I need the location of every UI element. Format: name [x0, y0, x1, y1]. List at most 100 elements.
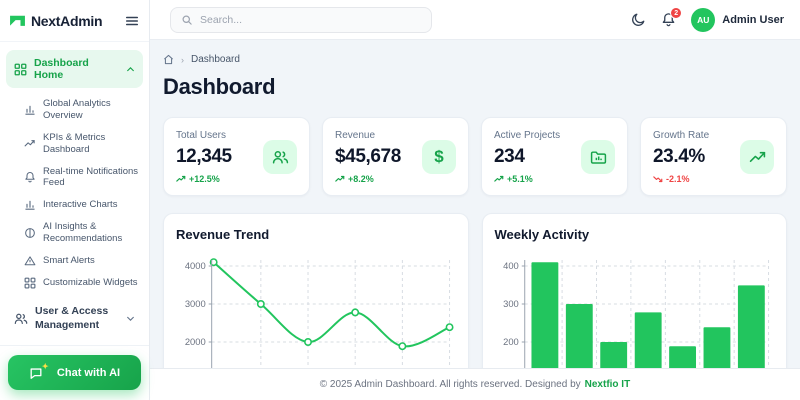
sidebar-item-customizable-widgets[interactable]: Customizable Widgets	[22, 272, 143, 294]
brand-logo-icon	[9, 12, 26, 29]
sidebar-item-ai-insights[interactable]: AI Insights & Recommendations	[22, 216, 143, 250]
chevron-down-icon	[126, 314, 135, 323]
svg-text:2000: 2000	[185, 337, 206, 348]
topbar: 2 AU Admin User	[150, 0, 800, 40]
chat-bubble-icon	[29, 366, 43, 380]
stat-value: 23.4%	[653, 146, 705, 167]
menu-toggle-icon[interactable]	[125, 14, 139, 28]
sidebar-item-label: User & Access Management	[35, 305, 109, 331]
user-menu[interactable]: AU Admin User	[691, 7, 784, 32]
sidebar-item-user-access-management[interactable]: User & Access Management	[6, 297, 143, 340]
stat-change: +5.1%	[494, 174, 560, 184]
brand-name: NextAdmin	[31, 12, 103, 29]
sidebar: NextAdmin Dashboard Home Global Analytic…	[0, 0, 150, 400]
sidebar-item-notifications-feed[interactable]: Real-time Notifications Feed	[22, 161, 143, 195]
widgets-grid-icon	[24, 277, 36, 289]
home-icon[interactable]	[163, 54, 174, 65]
breadcrumb-page: Dashboard	[191, 54, 240, 65]
weekly-activity-bar-chart[interactable]: 400300200100	[495, 252, 775, 368]
stat-card-active-projects: Active Projects 234 +5.1%	[481, 117, 628, 196]
trend-line-icon	[24, 138, 36, 150]
dollar-icon: $	[422, 140, 456, 174]
svg-text:3000: 3000	[185, 299, 206, 310]
stat-label: Revenue	[335, 130, 376, 141]
users-icon	[14, 312, 28, 326]
sidebar-footer: ✦ Chat with AI	[0, 345, 149, 400]
chevron-up-icon	[126, 65, 135, 74]
chat-button-label: Chat with AI	[56, 366, 121, 379]
grid-icon	[14, 63, 27, 76]
main-area: 2 AU Admin User › Dashboard Dashboard	[150, 0, 800, 400]
bar-chart-icon	[24, 104, 36, 116]
notifications-button[interactable]: 2	[661, 7, 683, 27]
sidebar-item-label: KPIs & Metrics Dashboard	[43, 131, 106, 155]
sidebar-item-label: Real-time Notifications Feed	[43, 165, 139, 189]
page-content: › Dashboard Dashboard Total Users 12,345…	[150, 40, 800, 368]
chevron-right-icon: ›	[181, 54, 184, 65]
users-icon	[263, 140, 297, 174]
trend-up-icon	[335, 175, 345, 182]
svg-text:200: 200	[503, 337, 519, 348]
stat-card-growth-rate: Growth Rate 23.4% -2.1%	[640, 117, 787, 196]
alert-triangle-icon	[24, 255, 36, 267]
stat-change-value: +5.1%	[507, 174, 533, 184]
stat-value: 12,345	[176, 146, 232, 167]
svg-text:300: 300	[503, 299, 519, 310]
sidebar-item-interactive-charts[interactable]: Interactive Charts	[22, 194, 143, 216]
sidebar-item-label: Smart Alerts	[43, 255, 95, 267]
stat-value: 234	[494, 146, 525, 167]
stat-change: +8.2%	[335, 174, 401, 184]
dark-mode-toggle-icon[interactable]	[631, 12, 646, 27]
search-input[interactable]	[200, 13, 421, 26]
stat-label: Total Users	[176, 130, 227, 141]
trend-up-icon	[494, 175, 504, 182]
sidebar-item-label: Dashboard Home	[34, 57, 89, 81]
search-box[interactable]	[170, 6, 432, 33]
notification-badge: 2	[670, 7, 683, 19]
revenue-trend-line-chart[interactable]: 4000300020001000	[176, 252, 456, 368]
sidebar-item-dashboard-home[interactable]: Dashboard Home	[6, 50, 143, 88]
chart-title: Revenue Trend	[176, 227, 270, 242]
sidebar-item-label: AI Insights & Recommendations	[43, 221, 123, 245]
footer-text: © 2025 Admin Dashboard. All rights reser…	[319, 379, 581, 390]
footer: © 2025 Admin Dashboard. All rights reser…	[150, 368, 800, 400]
trend-down-icon	[653, 176, 663, 183]
stat-change-value: +12.5%	[189, 174, 220, 184]
sidebar-header: NextAdmin	[0, 0, 149, 42]
chat-with-ai-button[interactable]: ✦ Chat with AI	[8, 355, 141, 390]
stat-card-revenue: Revenue $45,678 +8.2% $	[322, 117, 469, 196]
stat-card-total-users: Total Users 12,345 +12.5%	[163, 117, 310, 196]
avatar: AU	[691, 7, 716, 32]
sidebar-item-smart-alerts[interactable]: Smart Alerts	[22, 250, 143, 272]
footer-brand-link[interactable]: Nextfio IT	[584, 379, 631, 390]
chart-title: Weekly Activity	[494, 227, 590, 242]
sidebar-item-global-analytics[interactable]: Global Analytics Overview	[22, 93, 143, 127]
sidebar-nav: Dashboard Home Global Analytics Overview…	[0, 42, 149, 345]
sidebar-item-label: Interactive Charts	[43, 199, 118, 211]
sidebar-sub-items: Global Analytics Overview KPIs & Metrics…	[6, 88, 143, 297]
search-icon	[181, 14, 193, 26]
stat-change-value: -2.1%	[666, 174, 690, 184]
stat-label: Growth Rate	[653, 130, 710, 141]
page-title: Dashboard	[163, 74, 276, 99]
svg-text:4000: 4000	[185, 261, 206, 272]
trend-up-icon	[176, 175, 186, 182]
user-name: Admin User	[722, 13, 784, 26]
stat-change: +12.5%	[176, 174, 232, 184]
svg-text:400: 400	[503, 261, 519, 272]
sidebar-item-label: Global Analytics Overview	[43, 98, 111, 121]
sidebar-item-kpis-metrics[interactable]: KPIs & Metrics Dashboard	[22, 127, 143, 161]
topbar-actions: 2 AU Admin User	[631, 7, 784, 32]
sidebar-item-label: Customizable Widgets	[43, 277, 138, 289]
bar-chart-icon	[24, 199, 36, 211]
bell-icon	[24, 171, 36, 183]
stats-row: Total Users 12,345 +12.5% Revenue	[163, 117, 787, 196]
stat-label: Active Projects	[494, 130, 561, 141]
weekly-activity-chart-card: Weekly Activity 400300200100	[481, 213, 787, 368]
breadcrumb: › Dashboard	[163, 54, 787, 65]
stat-change-value: +8.2%	[348, 174, 374, 184]
stat-value: $45,678	[335, 146, 401, 167]
trending-up-icon	[740, 140, 774, 174]
folder-icon	[581, 140, 615, 174]
